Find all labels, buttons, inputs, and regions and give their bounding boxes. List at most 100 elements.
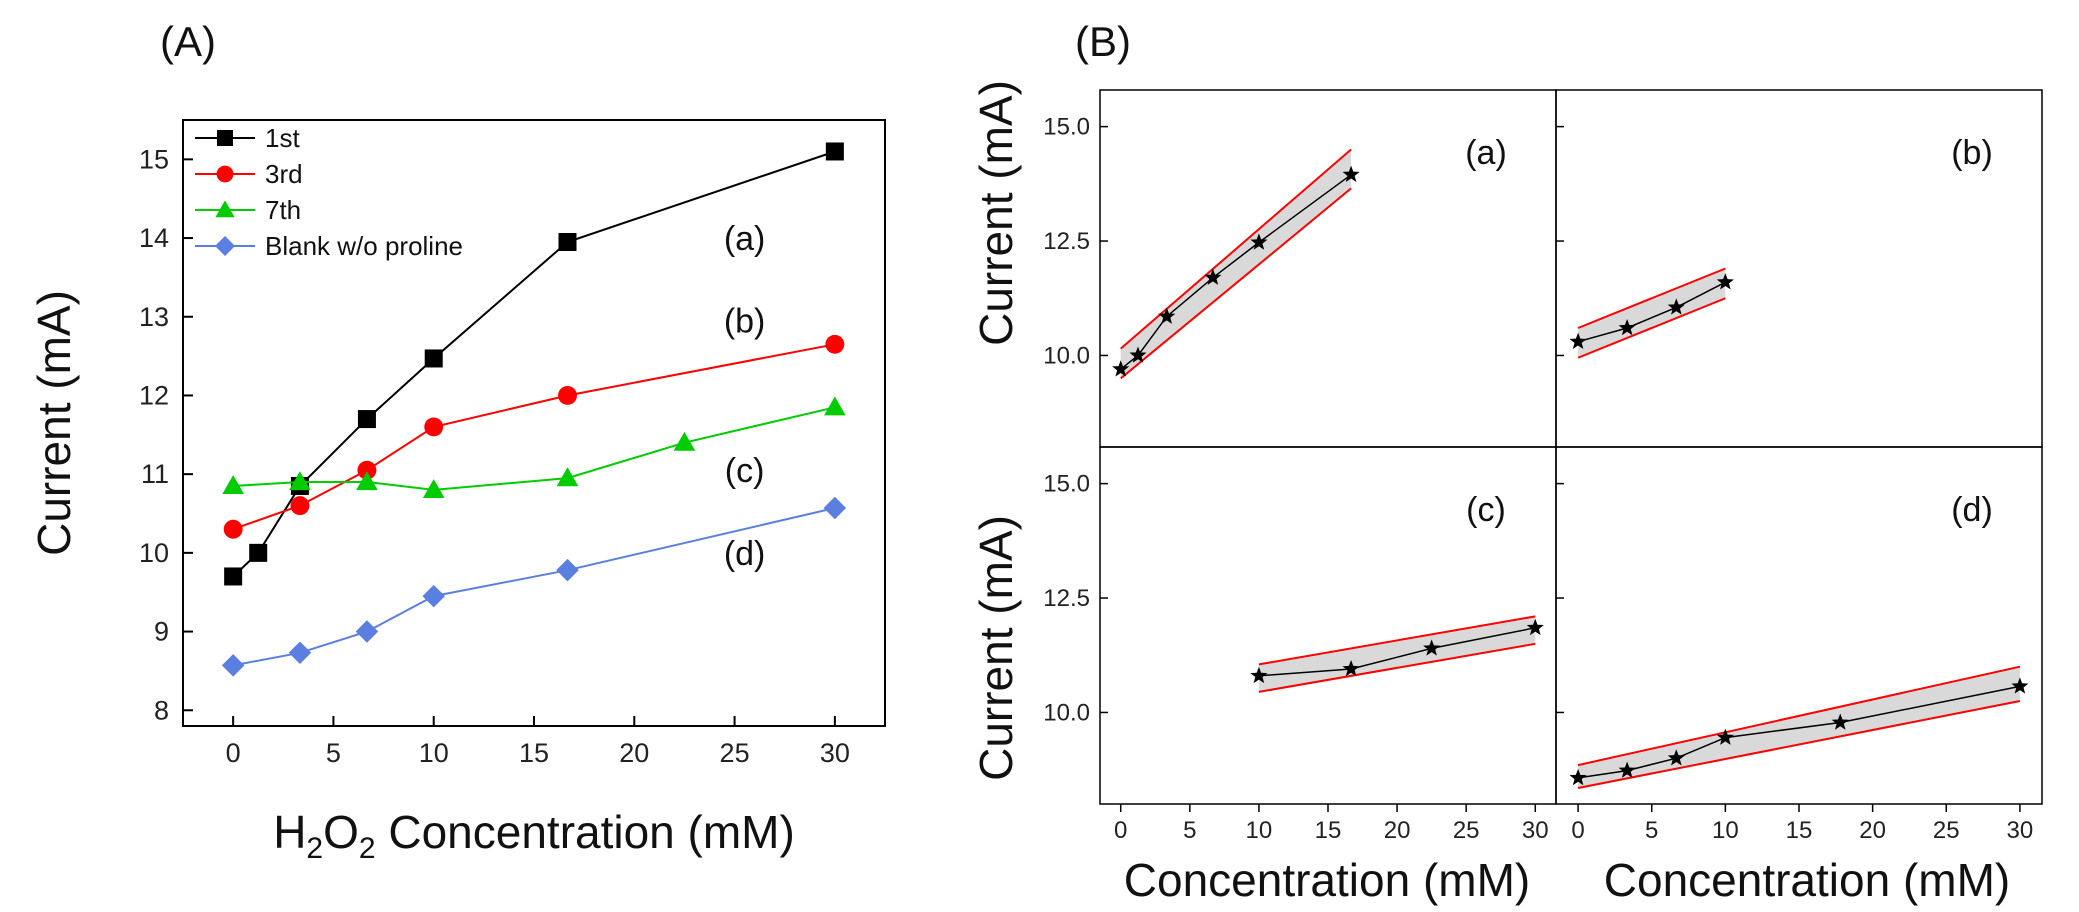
- data-point-square: [224, 567, 243, 586]
- chart-a-ytick-label: 13: [139, 302, 169, 332]
- lower-confidence-line: [1120, 187, 1352, 380]
- legend-marker-diamond: [215, 236, 235, 256]
- lower-confidence-line: [1258, 642, 1536, 693]
- data-point-star: [1569, 332, 1587, 350]
- curve-annotation: (d): [724, 535, 766, 573]
- lower-confidence-line: [1577, 297, 1726, 359]
- data-point-star: [1618, 319, 1636, 336]
- data-point-star: [1716, 273, 1734, 290]
- chart-a-xtick-label: 10: [419, 738, 449, 768]
- data-point-star: [1423, 639, 1441, 656]
- data-point-square: [825, 142, 844, 161]
- series-line-3rd: [232, 343, 836, 531]
- subplot-annotation: (c): [1466, 491, 1506, 529]
- data-point-square: [249, 543, 268, 562]
- data-point-star: [1342, 659, 1360, 677]
- subplot-xtick-label: 15: [1315, 817, 1342, 844]
- series-line-1st: [232, 150, 836, 578]
- data-point-diamond: [422, 584, 445, 608]
- chart-a-series: [221, 142, 847, 677]
- chart-b-ylabel-top: Current (mA): [970, 80, 1022, 346]
- chart-a-ticks: 0 5 10 15 20 25 30 8 9 10 11 12 13 14 15: [139, 144, 850, 768]
- chart-a-xlabel: H2O2 Concentration (mM): [273, 806, 795, 865]
- chart-b-ylabel-bottom: Current (mA): [970, 515, 1022, 781]
- chart-b-panels: (a) 10.0 12.5 15.0 (b) (c) 10.0 12.5 15.0 0 5 10 15 2…: [1043, 89, 2043, 844]
- chart-a-ytick-label: 8: [154, 695, 169, 725]
- data-point-circle: [558, 386, 577, 405]
- data-point-diamond: [288, 641, 312, 665]
- data-point-star: [1526, 618, 1544, 636]
- legend-marker-square: [217, 130, 233, 146]
- chart-a-xtick-label: 25: [720, 738, 750, 768]
- data-point-triangle: [422, 479, 445, 498]
- chart-a-xtick-label: 5: [326, 738, 341, 768]
- data-point-star: [1204, 268, 1222, 285]
- upper-confidence-line: [1577, 665, 2021, 767]
- data-point-triangle: [673, 431, 696, 451]
- chart-a-xlabel-sub1: 2: [306, 832, 323, 865]
- subplot-xtick-label: 25: [1933, 817, 1960, 844]
- series-line-blank-w-o-proline: [232, 507, 836, 667]
- data-point-diamond: [355, 620, 379, 643]
- data-point-star: [1667, 298, 1685, 315]
- data-point-star: [1250, 233, 1268, 250]
- subplot-c: (c) 10.0 12.5 15.0 0 5 10 15 20 25 30: [1043, 446, 1557, 844]
- confidence-band: [1120, 149, 1352, 379]
- chart-a-xtick-label: 0: [226, 738, 241, 768]
- subplot-xtick-label: 10: [1712, 817, 1739, 844]
- chart-a-xtick-label: 15: [519, 738, 549, 768]
- data-point-diamond: [221, 654, 245, 677]
- chart-a-ytick-label: 12: [139, 380, 169, 410]
- data-point-star: [1569, 768, 1587, 786]
- data-point-star: [1618, 761, 1636, 778]
- chart-a-xlabel-o: O: [323, 806, 359, 858]
- data-point-star: [1342, 165, 1360, 182]
- lower-confidence-line: [1577, 700, 2021, 789]
- legend-label: 1st: [265, 123, 300, 153]
- data-point-star: [1831, 713, 1849, 730]
- legend-marker-triangle: [215, 200, 235, 218]
- curve-annotation: (c): [725, 452, 765, 490]
- chart-a-ytick-label: 14: [139, 223, 169, 253]
- data-point-triangle: [356, 471, 378, 491]
- subplot-b: (b): [1555, 89, 2043, 448]
- subplot-ytick-label: 10.0: [1043, 342, 1090, 369]
- data-point-star: [1250, 666, 1268, 684]
- data-point-circle: [223, 519, 243, 539]
- subplot-ytick-label: 12.5: [1043, 228, 1090, 255]
- fit-line: [1258, 627, 1536, 677]
- chart-a-annotations: (a) (b) (c) (d): [724, 220, 766, 573]
- subplot-xtick-label: 5: [1645, 817, 1658, 844]
- chart-a-ytick-label: 9: [154, 617, 169, 647]
- chart-a-xtick-label: 20: [619, 738, 649, 768]
- subplot-xtick-label: 15: [1786, 817, 1813, 844]
- chart-a-xlabel-h: H: [273, 806, 306, 858]
- legend-label: 3rd: [265, 159, 303, 189]
- legend-marker-circle: [216, 165, 234, 183]
- subplot-xtick-label: 5: [1183, 817, 1196, 844]
- data-point-triangle: [289, 471, 311, 491]
- upper-confidence-line: [1120, 148, 1352, 350]
- subplot-xtick-label: 25: [1453, 817, 1480, 844]
- subplot-xtick-label: 0: [1114, 817, 1127, 844]
- data-point-triangle: [222, 475, 244, 495]
- curve-annotation: (b): [724, 303, 766, 341]
- upper-confidence-line: [1577, 267, 1726, 329]
- chart-b-xlabel-right: Concentration (mM): [1604, 854, 2010, 906]
- subplot-xtick-label: 0: [1571, 817, 1584, 844]
- data-point-star: [2011, 677, 2029, 694]
- data-point-star: [1129, 346, 1147, 363]
- chart-a-ylabel: Current (mA): [28, 290, 80, 556]
- data-point-square: [424, 349, 443, 368]
- data-point-circle: [825, 334, 845, 354]
- subplot-annotation: (a): [1465, 134, 1507, 172]
- data-point-diamond: [556, 558, 579, 582]
- subplot-annotation: (d): [1951, 491, 1993, 529]
- data-point-triangle: [824, 396, 846, 416]
- data-point-star: [1667, 749, 1685, 766]
- upper-confidence-line: [1258, 615, 1536, 666]
- legend-label: 7th: [265, 195, 301, 225]
- data-point-star: [1716, 728, 1734, 745]
- chart-a-legend: 1st 3rd 7th Blank w/o proline: [195, 123, 463, 261]
